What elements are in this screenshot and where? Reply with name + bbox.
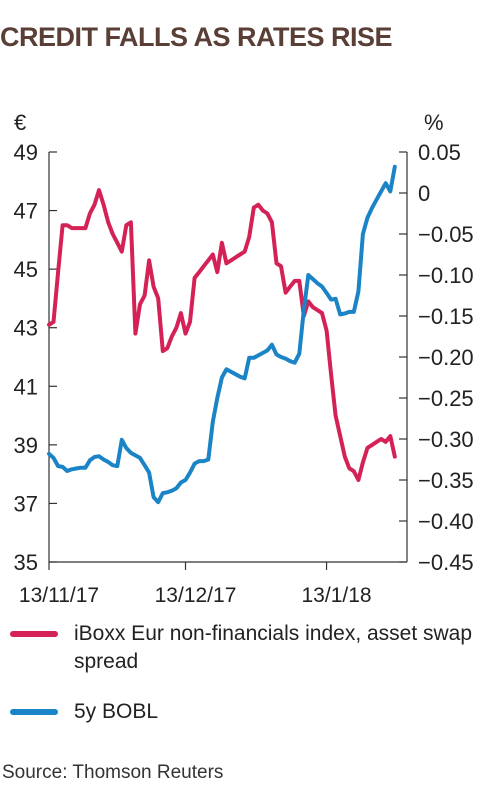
left-tick-label: 41 bbox=[14, 374, 38, 399]
left-tick-label: 35 bbox=[14, 550, 38, 575]
right-tick-label: 0.05 bbox=[418, 140, 461, 165]
x-tick-label: 13/12/17 bbox=[155, 584, 237, 607]
line-chart: 49 47 45 43 41 39 37 35 0.05 0 −0.05 −0.10 −0.15 −0.2… bbox=[14, 140, 474, 607]
right-axis-unit: % bbox=[424, 110, 444, 135]
left-tick-label: 37 bbox=[14, 491, 38, 516]
series-line-iboxx bbox=[47, 188, 397, 482]
right-tick-label: −0.40 bbox=[418, 509, 474, 534]
left-tick-label: 47 bbox=[14, 199, 38, 224]
left-tick-label: 39 bbox=[14, 433, 38, 458]
right-tick-label: −0.05 bbox=[418, 222, 474, 247]
x-tick-label: 13/1/18 bbox=[302, 584, 372, 607]
x-tick-label: 13/11/17 bbox=[19, 584, 99, 607]
left-tick-label: 45 bbox=[14, 257, 38, 282]
left-axis-unit: € bbox=[14, 110, 27, 135]
legend-swatch-bobl bbox=[10, 709, 58, 715]
legend-label-bobl: 5y BOBL bbox=[74, 700, 159, 723]
right-tick-label: −0.35 bbox=[418, 468, 474, 493]
right-tick-label: −0.45 bbox=[418, 550, 474, 575]
right-tick-label: 0 bbox=[418, 181, 430, 206]
right-tick-label: −0.10 bbox=[418, 263, 474, 288]
source-note: Source: Thomson Reuters bbox=[2, 762, 224, 783]
right-tick-label: −0.25 bbox=[418, 386, 474, 411]
chart-title: CREDIT FALLS AS RATES RISE bbox=[0, 22, 393, 52]
legend-item-bobl: 5y BOBL bbox=[10, 698, 474, 726]
right-tick-label: −0.30 bbox=[418, 427, 474, 452]
legend-item-iboxx: iBoxx Eur non-financials index, asset sw… bbox=[10, 620, 474, 676]
series-line-bobl bbox=[47, 164, 397, 505]
left-tick-label: 49 bbox=[14, 140, 38, 165]
right-tick-label: −0.15 bbox=[418, 304, 474, 329]
legend-label-iboxx: iBoxx Eur non-financials index, asset sw… bbox=[74, 622, 473, 673]
right-tick-label: −0.20 bbox=[418, 345, 474, 370]
left-tick-label: 43 bbox=[14, 316, 38, 341]
legend-swatch-iboxx bbox=[10, 631, 58, 637]
